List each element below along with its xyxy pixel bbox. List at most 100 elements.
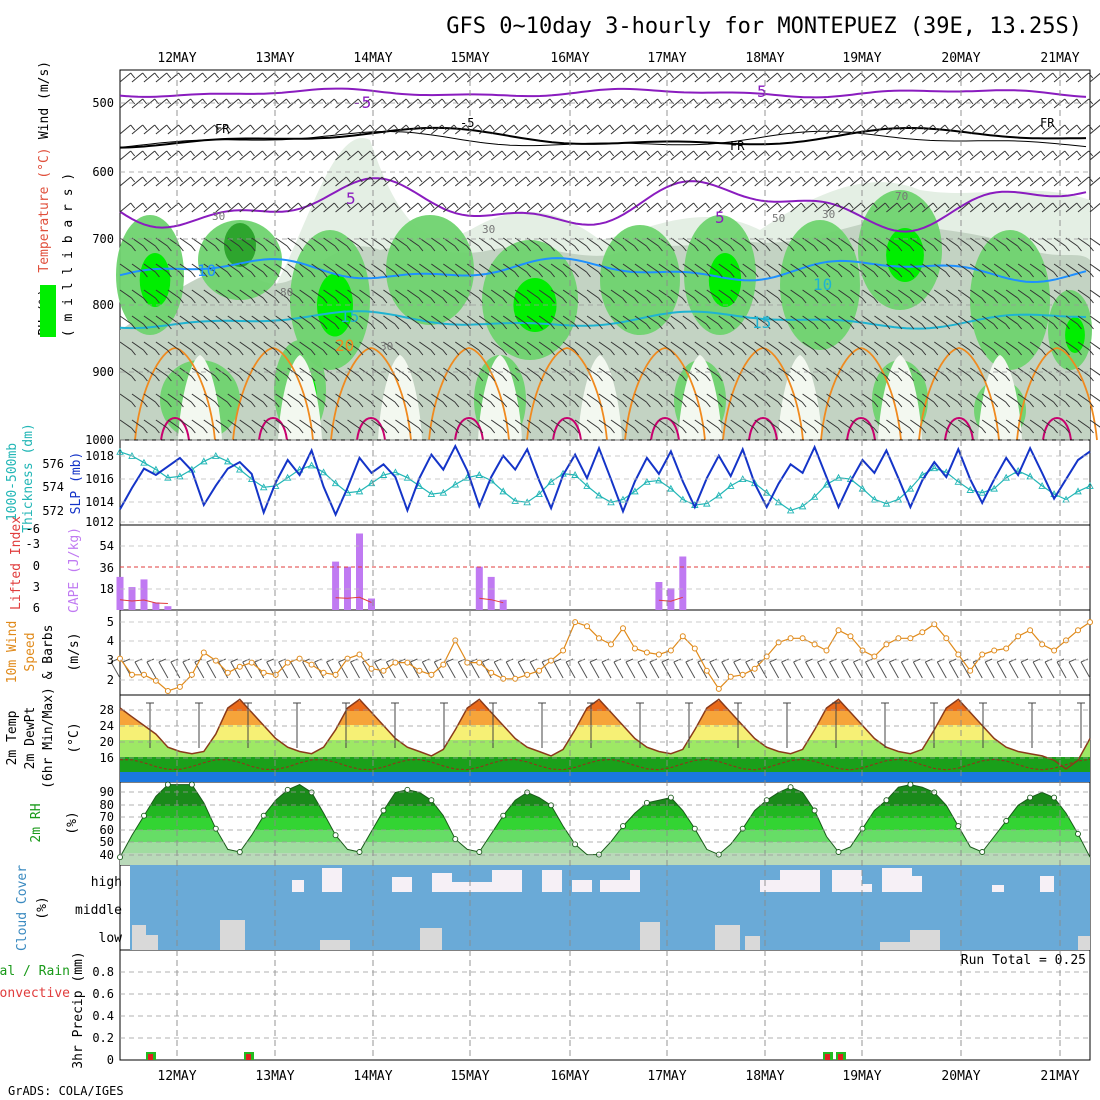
wind-barb-flag	[681, 297, 687, 304]
surface-wind-barb-flag	[314, 658, 322, 663]
wind-barb-flag	[154, 72, 160, 79]
wind-barb-flag	[741, 375, 747, 382]
wind-barb	[407, 289, 420, 299]
rh2m-point	[260, 812, 267, 819]
wind-barb	[562, 98, 575, 109]
tick-label-precip: 0.4	[92, 1009, 114, 1023]
surface-wind-barb	[158, 661, 169, 679]
surface-wind-barb-flag	[458, 658, 466, 663]
wind-barb-flag	[166, 98, 172, 105]
wind-barb-flag	[621, 72, 627, 79]
wind-barb	[658, 393, 671, 403]
surface-wind-barb	[661, 661, 672, 679]
wind-barb	[634, 393, 647, 403]
wind-barb	[838, 150, 850, 161]
wind-barb-flag	[549, 202, 555, 209]
wind-barb-flag	[705, 297, 711, 304]
wind-barb	[419, 98, 431, 109]
wind-barb-flag	[1016, 176, 1022, 183]
wind-barb	[431, 263, 444, 273]
wind-barb	[191, 98, 203, 109]
surface-wind-barb-flag	[733, 658, 741, 663]
wind-barb-flag	[333, 150, 339, 157]
wind-barb-flag	[920, 202, 926, 209]
wind-barb-flag	[358, 297, 364, 304]
wind-barb-flag	[167, 401, 172, 408]
wind-barb	[814, 367, 827, 377]
wind-barb	[119, 150, 132, 161]
wind-barb	[850, 341, 863, 351]
wind-barb-flag	[944, 202, 950, 209]
wind-barb	[754, 124, 766, 135]
wind-barb	[478, 98, 491, 109]
surface-wind-barb-flag	[434, 658, 442, 663]
wind-barb	[455, 315, 468, 325]
wind-barb-flag	[849, 427, 855, 434]
wind-barb	[1077, 237, 1090, 247]
wind-barb	[407, 150, 419, 161]
wind-barb	[862, 289, 875, 299]
wind-barb	[694, 315, 707, 325]
wind-barb	[993, 176, 1006, 187]
date-label-top: 17MAY	[647, 51, 686, 66]
wind-barb	[610, 419, 623, 429]
wind-barb	[754, 393, 767, 403]
wind-barb	[790, 237, 803, 247]
wind-barb-flag	[538, 297, 543, 304]
wind-barb-flag	[322, 271, 328, 278]
wind-barb-flag	[537, 72, 543, 79]
wind-barb	[407, 367, 420, 377]
precip-conv-label: Convective	[0, 986, 70, 1001]
wind-barb	[347, 150, 359, 161]
wind-speed-point	[476, 659, 483, 666]
wind-barb	[742, 315, 755, 325]
wind-speed-point	[1051, 647, 1058, 654]
wind-barb-flag	[477, 72, 483, 79]
wind-barb-flag	[1065, 271, 1070, 278]
wind-barb-flag	[190, 202, 195, 209]
rh2m-point	[476, 849, 483, 855]
wind-barb	[143, 202, 156, 213]
wind-barb-flag	[1076, 202, 1082, 209]
wind-barb-flag	[394, 375, 400, 382]
wind-barb-flag	[501, 124, 507, 131]
wind-barb-flag	[765, 427, 771, 434]
wind-barb-flag	[538, 323, 543, 330]
wind-barb-flag	[658, 375, 663, 382]
wind-barb-flag	[885, 427, 891, 434]
wind-barb-flag	[357, 176, 363, 183]
wind-barb	[933, 98, 946, 109]
wind-barb	[730, 341, 743, 351]
wind-barb-flag	[155, 349, 160, 356]
wind-barb	[754, 263, 767, 273]
wind-speed-point	[1015, 633, 1022, 640]
wind-barb-flag	[801, 349, 807, 356]
wind-barb-flag	[430, 375, 436, 382]
wind-barb	[454, 124, 467, 135]
wind-barb-flag	[1040, 176, 1046, 183]
wind-barb	[371, 367, 384, 377]
wind-barb-flag	[921, 427, 927, 434]
wind-barb	[1077, 315, 1090, 325]
wind-barb-flag	[202, 150, 207, 157]
tick-label-wind: 2	[107, 673, 114, 687]
wind-barb	[850, 176, 862, 187]
wind-barb	[658, 72, 670, 83]
wind-barb-flag	[705, 176, 710, 183]
wind-barb	[287, 315, 300, 325]
wind-barb-flag	[933, 349, 939, 356]
wind-barb	[478, 176, 491, 187]
temp-label-c: (6hr Min/Max)	[41, 687, 56, 789]
wind-barb-flag	[956, 202, 962, 209]
wind-barb	[754, 72, 766, 83]
wind-barb	[706, 124, 718, 135]
wind-barb-flag	[658, 271, 663, 278]
wind-barb	[562, 263, 575, 273]
wind-barb-flag	[406, 349, 412, 356]
wind-barb	[407, 419, 420, 429]
wind-barb	[419, 289, 432, 299]
wind-barb	[299, 72, 311, 83]
wind-barb-flag	[405, 176, 411, 183]
wind-barb-flag	[586, 245, 591, 252]
thickness-point	[703, 499, 711, 507]
